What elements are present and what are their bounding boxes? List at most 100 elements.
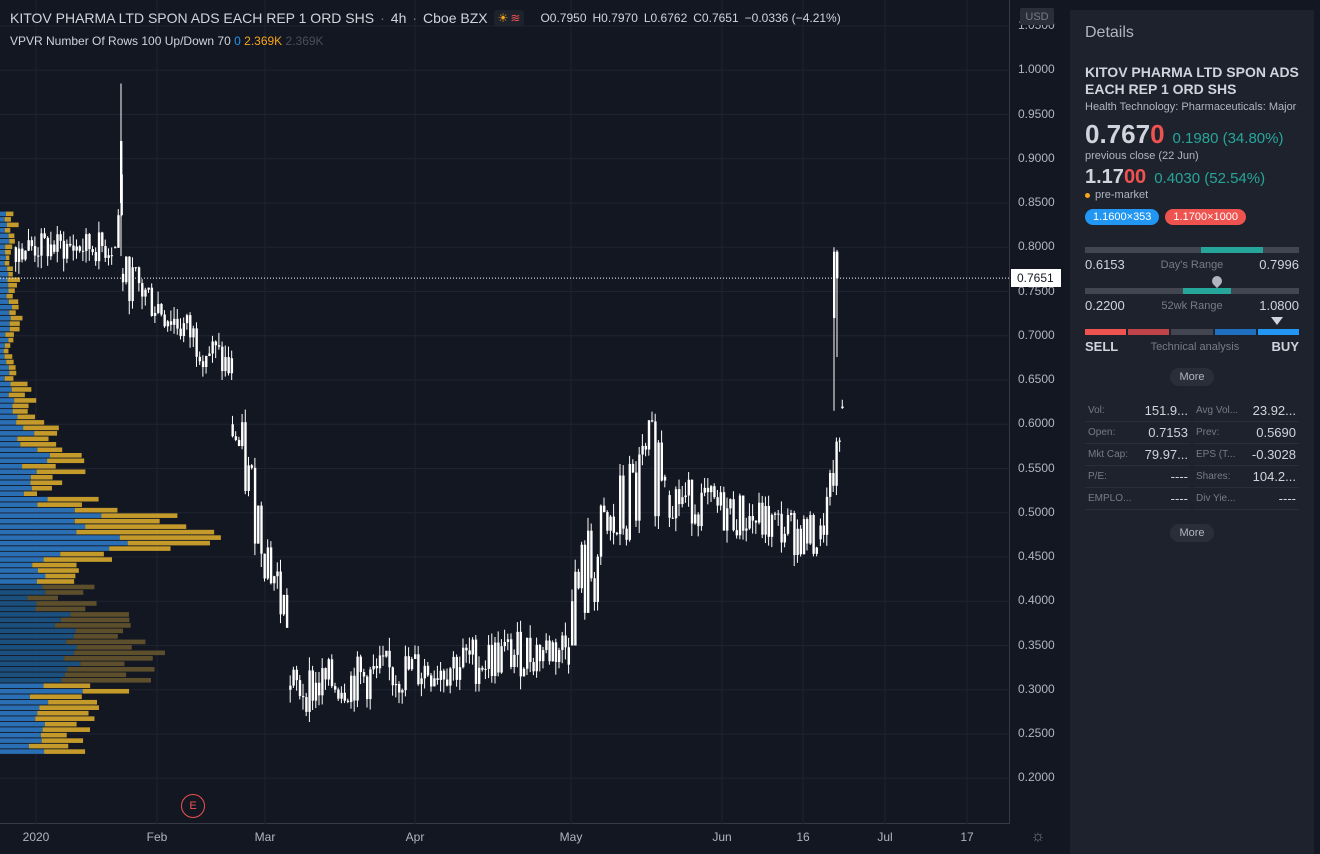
volume-profile-down-bar	[74, 507, 118, 513]
earnings-marker[interactable]: E	[181, 794, 205, 818]
candle-body	[305, 697, 308, 712]
volume-profile-up-bar	[0, 288, 9, 293]
candle-body	[333, 686, 337, 690]
volume-profile-down-bar	[17, 414, 36, 420]
volume-profile-down-bar	[8, 233, 15, 239]
volume-profile-down-bar	[35, 606, 86, 612]
chart-pane[interactable]: KITOV PHARMA LTD SPON ADS EACH REP 1 ORD…	[0, 0, 1065, 854]
price-axis[interactable]: 1.0500 1.0000 0.9500 0.9000 0.8500 0.8000 0.75…	[1010, 0, 1065, 824]
candle-body	[21, 248, 24, 260]
candle-body	[173, 318, 176, 325]
candle-body	[706, 487, 710, 493]
candle-body	[166, 321, 170, 327]
candle-body	[420, 678, 423, 685]
volume-profile-up-bar	[0, 573, 46, 579]
volume-profile-down-bar	[80, 661, 125, 667]
volume-profile-up-bar	[0, 743, 29, 749]
ta-buy-label: BUY	[1271, 339, 1299, 354]
volume-profile-up-bar	[0, 732, 41, 738]
candle-body	[836, 251, 839, 279]
volume-profile-down-bar	[29, 694, 82, 700]
time-tick: 2020	[22, 830, 50, 844]
volume-profile-down-bar	[37, 502, 82, 507]
volume-profile-up-bar	[0, 474, 31, 480]
volume-profile-up-bar	[0, 628, 76, 634]
candlestick-chart[interactable]	[0, 0, 1010, 824]
volume-profile-down-bar	[35, 716, 95, 721]
volume-profile-up-bar	[0, 529, 77, 535]
symbol-name[interactable]: KITOV PHARMA LTD SPON ADS EACH REP 1 ORD…	[10, 10, 375, 26]
volume-profile-down-bar	[36, 579, 75, 584]
technical-analysis[interactable]: SELL Technical analysis BUY	[1085, 317, 1300, 354]
candle-body	[195, 328, 198, 357]
candle-body	[567, 647, 570, 665]
company-sector[interactable]: Health Technology: Pharmaceuticals: Majo…	[1085, 101, 1297, 113]
volume-profile-up-bar	[0, 447, 38, 453]
stat-item: Prev: 0.5690	[1193, 422, 1299, 444]
candle-body	[657, 442, 660, 517]
candle-body	[263, 553, 266, 579]
candle-body	[266, 547, 270, 579]
candle-body	[43, 233, 46, 238]
price-tick: 0.8000	[1018, 239, 1055, 254]
candle-body	[654, 421, 657, 517]
stat-item: Vol: 151.9...	[1085, 400, 1191, 422]
volume-profile-down-bar	[30, 480, 63, 486]
volume-profile-up-bar	[0, 612, 71, 617]
candle-body	[224, 357, 227, 372]
candle-body	[365, 676, 369, 700]
volume-profile-down-bar	[28, 743, 69, 749]
candle-body	[557, 650, 561, 662]
candle-body	[337, 689, 340, 699]
candle-body	[298, 680, 302, 697]
candle-body	[385, 650, 388, 657]
time-tick: 16	[796, 830, 810, 844]
candle-body	[564, 635, 567, 648]
candle-body	[587, 530, 590, 613]
time-tick: Jun	[712, 830, 732, 844]
volume-profile-up-bar	[0, 562, 33, 568]
currency-button[interactable]: USD	[1020, 8, 1054, 25]
key-stats-grid: Vol: 151.9... Avg Vol... 23.92... Open: 0.715…	[1085, 400, 1299, 510]
indicator-legend[interactable]: VPVR Number Of Rows 100 Up/Down 70 0 2.3…	[10, 34, 324, 48]
candle-body	[349, 675, 353, 702]
volume-profile-up-bar	[0, 518, 75, 524]
price-plot[interactable]	[0, 0, 1010, 824]
stat-key: EPS (T...	[1196, 449, 1236, 460]
candle-body	[27, 240, 30, 251]
volume-profile-up-bar	[0, 683, 44, 689]
volume-profile-up-bar	[0, 579, 37, 584]
volume-profile-up-bar	[0, 524, 86, 529]
volume-profile-down-bar	[8, 288, 15, 293]
time-tick: 17	[960, 830, 974, 844]
stat-item: Mkt Cap: 79.97...	[1085, 444, 1191, 466]
candle-body	[641, 445, 644, 455]
candle-body	[88, 234, 91, 250]
more-button[interactable]: More	[1170, 368, 1214, 386]
stat-key: Shares:	[1196, 471, 1231, 482]
time-axis[interactable]: 2020 Feb Mar Apr May Jun 16 Jul 17	[0, 824, 1010, 854]
volume-profile-up-bar	[0, 661, 81, 667]
ta-sell-label: SELL	[1085, 339, 1119, 354]
stat-value: 104.2...	[1252, 469, 1296, 484]
candle-body	[735, 530, 739, 536]
price-tick: 0.4500	[1018, 549, 1055, 563]
volume-profile-down-bar	[9, 321, 20, 326]
volume-profile-down-bar	[8, 271, 13, 277]
candle-body	[141, 283, 144, 297]
settings-gear-icon[interactable]: ☼	[1030, 828, 1046, 845]
volume-profile-up-bar	[0, 666, 68, 672]
interval-label[interactable]: 4h	[390, 10, 407, 26]
candle-body	[397, 683, 401, 693]
volume-profile-up-bar	[0, 431, 35, 436]
market-status-icons[interactable]: ☀ ≋	[493, 10, 525, 26]
volume-profile-up-bar	[0, 365, 9, 370]
more-stats-button[interactable]: More	[1170, 524, 1214, 542]
candle-body	[388, 650, 391, 668]
volume-profile-down-bar	[31, 485, 52, 491]
candle-body	[694, 514, 697, 524]
stat-key: Avg Vol...	[1196, 405, 1239, 416]
stat-value: -0.3028	[1251, 447, 1296, 462]
candle-body	[147, 287, 150, 290]
candle-body	[481, 667, 484, 670]
